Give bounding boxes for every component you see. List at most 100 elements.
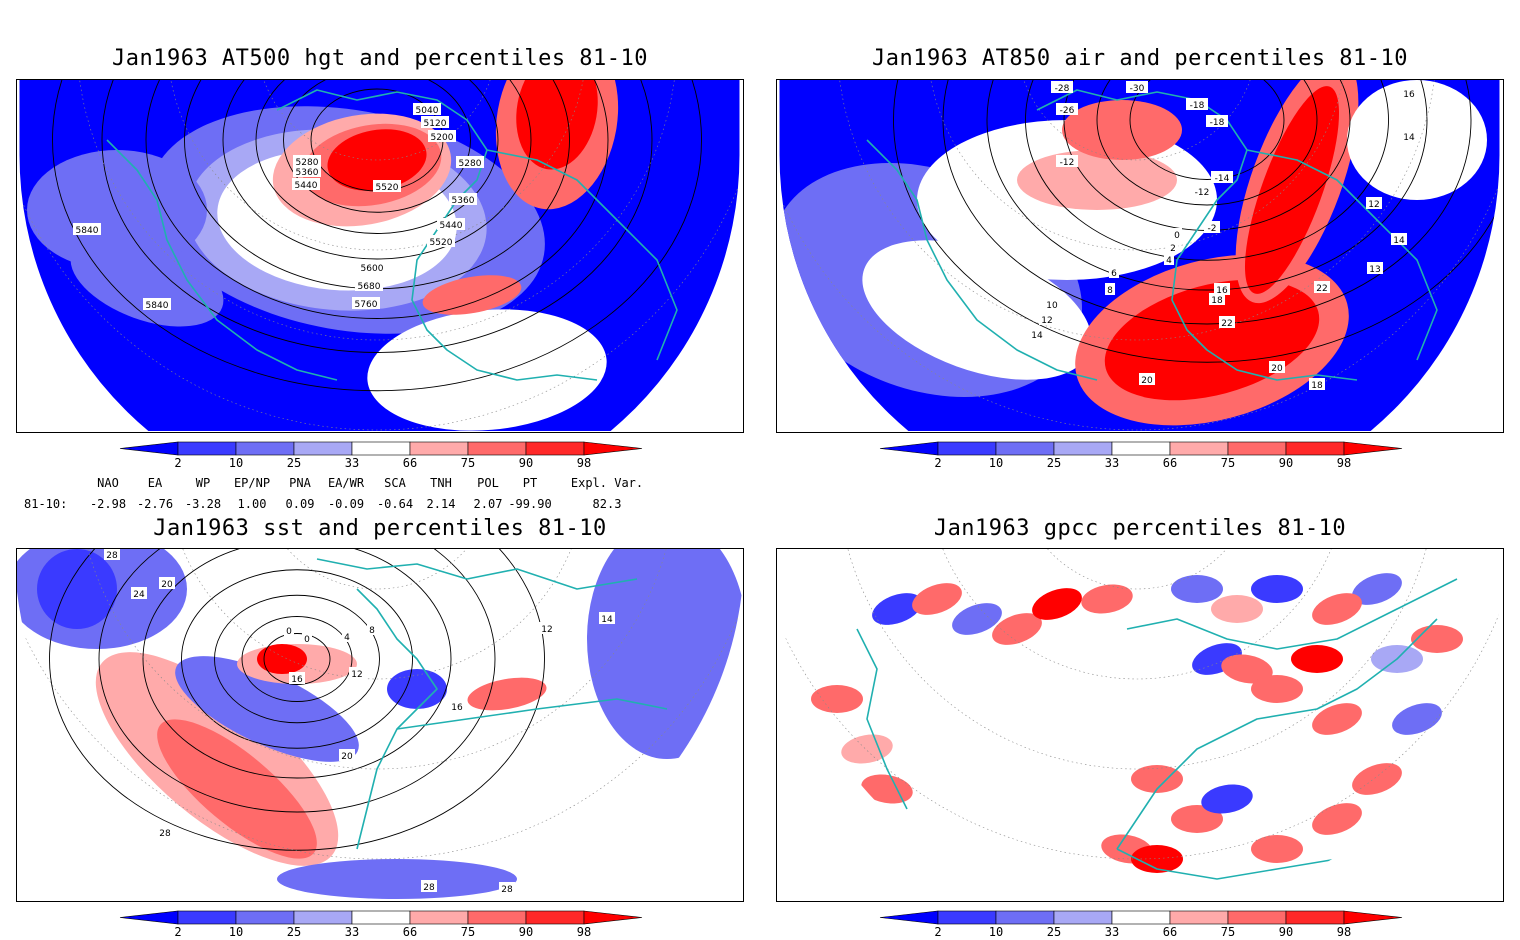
colorbar-tick-label: 25 [1047, 925, 1061, 939]
colorbar-bottom-left: 2 10 25 33 66 75 90 98 [119, 910, 643, 939]
contour-label: -2 [1208, 224, 1217, 234]
colorbar-tick-label: 33 [1105, 456, 1119, 470]
contour-label-box [302, 632, 312, 644]
colorbar-swatch [525, 910, 585, 925]
contour-label: 5760 [355, 300, 378, 310]
colorbar-tick-label: 10 [989, 456, 1003, 470]
percentile-region [516, 80, 598, 170]
coastline [856, 628, 908, 810]
contour-label-box [1211, 171, 1233, 183]
contour-label: 22 [1316, 284, 1327, 294]
contour-label: 10 [1046, 301, 1058, 311]
contour-label-box [421, 116, 449, 128]
contour-label-box [499, 882, 515, 894]
contour-label: 5440 [440, 221, 463, 231]
contour-label: 16 [451, 703, 463, 713]
contour-label: 5600 [361, 264, 384, 274]
contour-label: 5280 [296, 158, 319, 168]
contour-line [222, 80, 532, 260]
percentile-patch [1251, 575, 1303, 603]
contour-label-box [437, 218, 465, 230]
contour-label-box [339, 749, 355, 761]
map-air850: -28 -30-26 -18-18-12-14-12-202468101214161… [777, 80, 1502, 431]
index-value: -0.09 [327, 497, 365, 511]
contour-label: 8 [1107, 286, 1113, 296]
coastline [866, 139, 1098, 381]
contour-label-box [292, 178, 320, 190]
colorbar-tick-label: 33 [1105, 925, 1119, 939]
contour-label-box [1191, 185, 1213, 197]
contour-label: 18 [1311, 381, 1323, 391]
percentile-region [367, 309, 607, 431]
contour-label: 5120 [424, 119, 447, 129]
contour-label-box [539, 622, 555, 634]
map-panel-sst: 28 24 20 0 0 4 8 12 16 20 28 28 28 16 12 14 [16, 548, 744, 902]
contour-label: 5360 [452, 196, 475, 206]
colorbar-swatch [467, 441, 527, 456]
contour-line [142, 549, 452, 779]
contour-label: 14 [1403, 133, 1415, 143]
colorbar-tick-label: 66 [1163, 925, 1177, 939]
map-panel-hgt500: 5040 5120 5200 5280 5280 5360 5440 5520 5360 5440… [16, 79, 744, 433]
contour-label: 14 [1393, 236, 1405, 246]
index-header: EP/NP [233, 476, 271, 490]
contour-label: 28 [106, 551, 118, 561]
colorbar-swatch [1227, 441, 1287, 456]
contour-label: -18 [1190, 101, 1205, 111]
contour-label-box [1269, 361, 1285, 373]
index-value: -2.76 [136, 497, 174, 511]
colorbar-tick-label: 66 [403, 925, 417, 939]
contour-label-box [1401, 87, 1417, 99]
colorbar-tick-label: 10 [229, 456, 243, 470]
percentile-patch [1171, 805, 1223, 833]
contour-label: 18 [1211, 296, 1223, 306]
colorbar-arrow-high [583, 910, 643, 925]
contour-line [52, 80, 702, 392]
contour-label-box [449, 700, 465, 712]
percentile-patch [1312, 593, 1362, 625]
coastline [396, 698, 668, 730]
contour-label-box [599, 612, 615, 624]
contour-label: 12 [351, 670, 362, 680]
contour-label: 5040 [416, 106, 439, 116]
contour-label-box [1219, 316, 1235, 328]
colorbar-tick-label: 90 [1279, 456, 1293, 470]
colorbar-top-left: 2 10 25 33 66 75 90 98 [119, 441, 643, 470]
percentile-patch [1032, 588, 1082, 620]
contour-label: 5520 [430, 238, 453, 248]
index-value: 2.07 [473, 497, 503, 511]
contour-label: 28 [423, 883, 435, 893]
colorbar-tick-label: 98 [1337, 456, 1351, 470]
percentile-patch [952, 603, 1002, 635]
index-header: Expl. Var. [570, 476, 644, 490]
colorbar-tick-label: 10 [989, 925, 1003, 939]
contour-label-box [293, 155, 321, 167]
contour-label: 12 [1041, 316, 1052, 326]
index-value: 82.3 [592, 497, 622, 511]
colorbar-tick-label: 66 [403, 456, 417, 470]
panel-title-gpcc: Jan1963 gpcc percentiles 81-10 [933, 516, 1347, 541]
contour-label-box [428, 130, 456, 142]
contour-label-box [373, 180, 401, 192]
contour-label-box [143, 298, 171, 310]
colorbar-swatch [177, 910, 237, 925]
contour-label-box [1367, 262, 1383, 274]
contour-label-box [1366, 197, 1382, 209]
contour-label: 16 [1403, 90, 1415, 100]
colorbar-tick-label: 33 [345, 925, 359, 939]
coastline [1116, 618, 1438, 850]
contour-label: 16 [291, 675, 303, 685]
index-header: SCA [384, 476, 406, 490]
percentile-patch [1201, 784, 1253, 814]
contour-line [181, 569, 413, 749]
map-panel-air850: -28 -30 -26 -18 -18 -12 -14 -12 -2 0 2 4 6 8 10 12 14 16 1… [776, 79, 1504, 433]
colorbar-swatch [1169, 910, 1229, 925]
percentile-patch [1081, 584, 1133, 614]
colorbar-tick-label: 2 [174, 456, 181, 470]
colorbar-swatch [1285, 441, 1345, 456]
contour-label-box [1314, 281, 1330, 293]
colorbar-tick-label: 98 [1337, 925, 1351, 939]
contour-label-box [1214, 283, 1230, 295]
index-header: PNA [289, 476, 311, 490]
contour-label: 0 [304, 635, 310, 645]
